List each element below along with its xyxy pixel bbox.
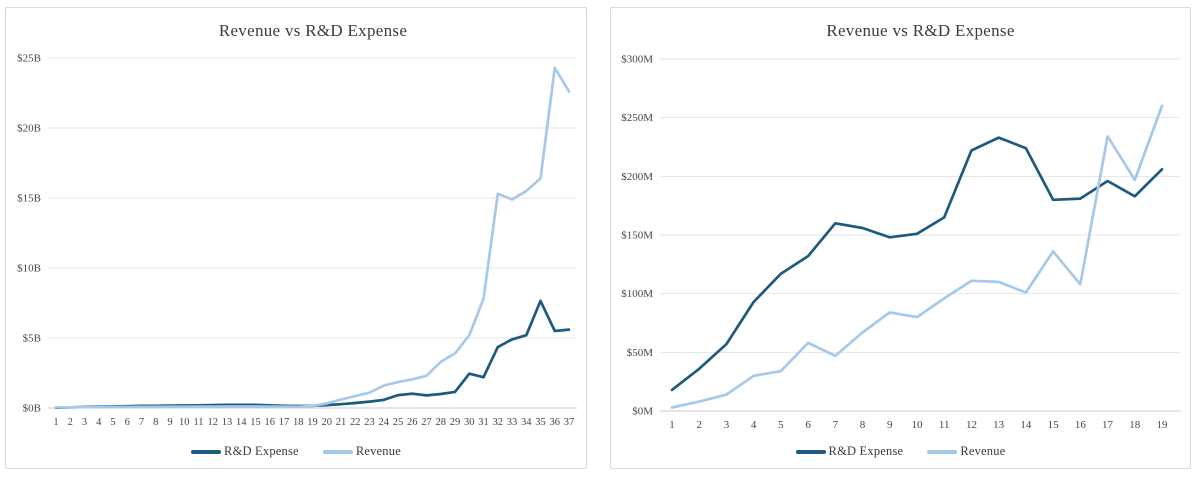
series-line-revenue [54, 66, 571, 409]
x-tick-label: 27 [421, 417, 432, 428]
legend-item-revenue: Revenue [927, 444, 1005, 459]
left-chart-title: Revenue vs R&D Expense [218, 21, 408, 40]
legend-label: R&D Expense [828, 444, 904, 458]
right-chart-panel: Revenue vs R&D Expense $0M $50M $100M $150M… [610, 7, 1191, 469]
legend-item-revenue: Revenue [322, 444, 401, 459]
left-chart-legend: R&D Expense Revenue [6, 444, 586, 459]
x-tick-label: 36 [550, 417, 561, 428]
x-tick-label: 14 [1020, 419, 1032, 431]
y-tick-label: $0B [23, 403, 41, 415]
x-tick-label: 15 [1048, 419, 1060, 431]
x-tick-label: 3 [724, 419, 730, 431]
y-tick-label: $300M [621, 54, 653, 66]
left-chart-panel: Revenue vs R&D Expense $0B $5B $10B $15B $20… [5, 7, 587, 469]
x-tick-label: 30 [464, 417, 475, 428]
series-line-r-d-expense [54, 299, 571, 409]
x-tick-label: 9 [887, 419, 893, 431]
x-tick-label: 21 [336, 417, 347, 428]
x-tick-label: 6 [125, 417, 130, 428]
series-line-r-d-expense [670, 136, 1164, 392]
x-tick-label: 2 [68, 417, 73, 428]
x-tick-label: 1 [669, 419, 675, 431]
x-tick-label: 32 [493, 417, 504, 428]
x-tick-label: 22 [350, 417, 361, 428]
x-tick-label: 2 [696, 419, 702, 431]
x-tick-label: 15 [250, 417, 261, 428]
x-tick-label: 24 [379, 417, 390, 428]
x-tick-label: 37 [564, 417, 575, 428]
x-tick-label: 5 [110, 417, 115, 428]
series-line-revenue [670, 104, 1164, 409]
x-tick-label: 17 [1102, 419, 1114, 431]
x-tick-label: 7 [139, 417, 144, 428]
legend-item-r-d-expense: R&D Expense [795, 444, 904, 459]
x-tick-label: 11 [939, 419, 950, 431]
y-tick-label: $100M [621, 288, 653, 300]
x-tick-label: 33 [507, 417, 518, 428]
legend-item-r-d-expense: R&D Expense [191, 444, 299, 459]
legend-label: R&D Expense [224, 444, 299, 458]
right-chart-title: Revenue vs R&D Expense [826, 21, 1015, 40]
x-tick-label: 8 [153, 417, 158, 428]
y-tick-label: $25B [17, 53, 41, 65]
y-tick-label: $10B [17, 263, 41, 275]
x-tick-label: 10 [179, 417, 190, 428]
legend-label: Revenue [355, 444, 401, 458]
x-tick-label: 18 [1129, 419, 1141, 431]
legend-line-swatch [322, 449, 353, 454]
y-tick-label: $250M [621, 112, 653, 124]
x-tick-label: 18 [293, 417, 304, 428]
x-tick-label: 19 [1157, 419, 1169, 431]
x-tick-label: 23 [364, 417, 375, 428]
x-tick-label: 9 [167, 417, 172, 428]
x-tick-label: 12 [208, 417, 219, 428]
x-tick-label: 6 [805, 419, 811, 431]
x-tick-label: 12 [966, 419, 977, 431]
legend-line-swatch [191, 449, 222, 454]
y-tick-label: $150M [621, 230, 653, 242]
x-tick-label: 25 [393, 417, 404, 428]
x-tick-label: 28 [436, 417, 447, 428]
y-tick-label: $5B [23, 333, 41, 345]
x-tick-label: 5 [778, 419, 784, 431]
legend-line-swatch [795, 449, 826, 454]
x-tick-label: 8 [860, 419, 866, 431]
legend-line-swatch [927, 449, 958, 454]
x-tick-label: 29 [450, 417, 461, 428]
x-tick-label: 16 [1075, 419, 1087, 431]
x-tick-label: 1 [53, 417, 58, 428]
y-tick-label: $0M [632, 406, 653, 418]
legend-label: Revenue [960, 444, 1006, 458]
x-tick-label: 19 [307, 417, 318, 428]
y-tick-label: $50M [627, 347, 654, 359]
x-tick-label: 4 [751, 419, 757, 431]
y-tick-label: $20B [17, 123, 41, 135]
x-tick-label: 13 [993, 419, 1005, 431]
x-tick-label: 10 [912, 419, 924, 431]
right-chart-legend: R&D Expense Revenue [611, 444, 1190, 459]
x-tick-label: 34 [521, 417, 532, 428]
x-tick-label: 17 [279, 417, 290, 428]
x-tick-label: 14 [236, 417, 247, 428]
x-tick-label: 35 [535, 417, 546, 428]
x-tick-label: 16 [265, 417, 276, 428]
x-tick-label: 11 [193, 417, 203, 428]
x-tick-label: 31 [478, 417, 489, 428]
x-tick-label: 26 [407, 417, 418, 428]
x-tick-label: 3 [82, 417, 87, 428]
x-tick-label: 4 [96, 417, 102, 428]
x-tick-label: 13 [222, 417, 233, 428]
x-tick-label: 20 [322, 417, 333, 428]
y-tick-label: $15B [17, 193, 41, 205]
y-tick-label: $200M [621, 171, 653, 183]
x-tick-label: 7 [833, 419, 839, 431]
